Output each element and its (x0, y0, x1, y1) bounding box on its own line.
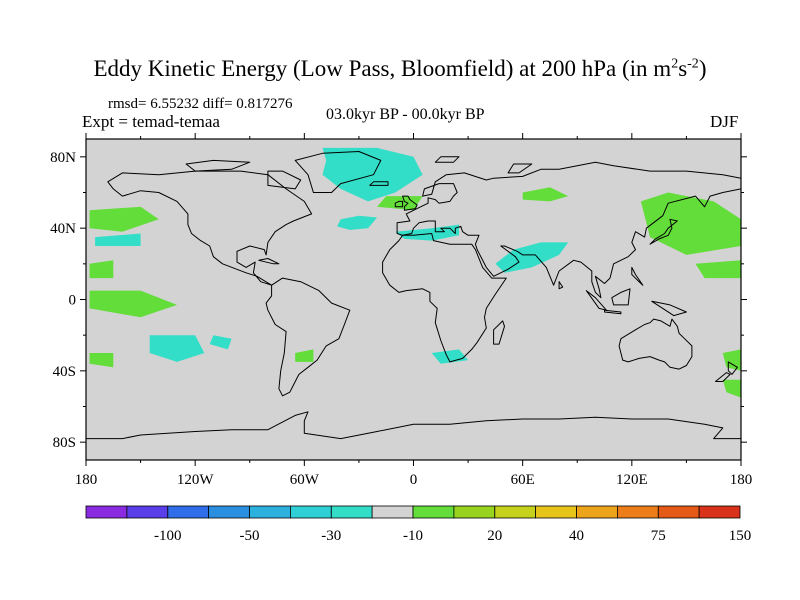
map-background (86, 139, 741, 460)
colorbar-box (126, 505, 169, 519)
coastline-japan (649, 218, 678, 245)
colorbar-box (535, 505, 577, 519)
coastline-antarctica (86, 411, 741, 460)
region-pacific-green-2 (89, 260, 114, 279)
colorbar-box (617, 505, 659, 519)
colorbar-box (657, 505, 700, 519)
colorbar-box (289, 505, 332, 519)
coastline-svalbard (434, 156, 460, 163)
coastline-new-guinea (651, 300, 687, 317)
colorbar-box (576, 505, 618, 519)
colorbar-box (412, 505, 455, 519)
coastline-new-zealand-n (727, 361, 738, 375)
colorbar-label: 75 (651, 528, 666, 544)
coastline-south-america (265, 277, 351, 397)
y-tick-label: 80S (53, 435, 76, 451)
region-mediterranean-green (522, 187, 569, 202)
region-sth-atlantic-green (295, 349, 314, 362)
colorbar: -100 -50 -30 -10 20 40 75 150 (85, 505, 752, 544)
colorbar-label: 20 (487, 528, 502, 544)
map-title: Eddy Kinetic Energy (Low Pass, Bloomfiel… (93, 56, 707, 81)
x-tick-label: 180 (730, 472, 753, 488)
y-tick-label: 80N (50, 150, 76, 166)
colorbar-box (698, 505, 741, 519)
region-north-atlantic-green (377, 196, 423, 211)
x-tick-label: 0 (410, 472, 418, 488)
coastline-sri-lanka (558, 281, 564, 290)
colorbar-label: -50 (240, 528, 260, 544)
coastline-iceland (369, 181, 389, 186)
y-tick-label: 0 (69, 293, 77, 309)
region-pacific-cyan-1 (95, 233, 141, 246)
coastline-java (604, 309, 622, 315)
coastline-baffin (267, 170, 302, 190)
coastline-greenland (294, 151, 382, 193)
region-south-africa-cyan (431, 349, 469, 364)
experiment-label: Expt = temad-temaa (82, 112, 220, 131)
coastline-borneo (611, 288, 631, 306)
x-tick-label: 120E (616, 472, 648, 488)
coastline-australia (618, 318, 693, 370)
region-pacific-cyan-2 (149, 335, 205, 362)
colorbar-box (85, 505, 128, 519)
colorbar-label: -30 (321, 528, 341, 544)
map-plot-area (86, 139, 741, 460)
y-tick-label: 40S (53, 364, 76, 380)
coastline-uk (402, 195, 418, 211)
coastline-philippines (631, 266, 644, 286)
region-sw-pacific-green (722, 349, 741, 371)
colorbar-label: 150 (729, 528, 752, 544)
region-atlantic-mid-cyan (337, 215, 378, 230)
colorbar-box (494, 505, 537, 519)
stats-label: rmsd= 6.55232 diff= 0.817276 (108, 96, 293, 112)
colorbar-box (330, 505, 373, 519)
colorbar-label: -100 (154, 528, 182, 544)
map-axes: 180 120W 60W 0 60E 120E 180 80N 40N 0 40S 80S (50, 133, 752, 488)
coastline-arctic-canada (185, 159, 251, 172)
colorbar-box (371, 505, 414, 519)
colorbar-box (167, 505, 210, 519)
region-pacific-green-3 (89, 290, 177, 318)
colorbar-box (249, 505, 291, 519)
coastline-eurasia (396, 161, 741, 299)
colorbar-label: 40 (569, 528, 584, 544)
x-tick-label: 60E (511, 472, 535, 488)
x-tick-label: 180 (75, 472, 98, 488)
region-pacific-green-4 (695, 260, 741, 279)
region-south-pacific-green (89, 353, 114, 368)
y-tick-label: 40N (50, 221, 76, 237)
colorbar-box (208, 505, 250, 519)
region-pacific-green-1 (89, 206, 159, 232)
coastline-africa (382, 233, 507, 363)
x-tick-label: 120W (177, 472, 215, 488)
period-label: 03.0kyr BP - 00.0kyr BP (326, 106, 485, 123)
region-sw-pacific-green-2 (722, 379, 741, 398)
coastline-cuba (258, 258, 280, 265)
colorbar-label: -10 (403, 528, 423, 544)
x-tick-label: 60W (290, 472, 320, 488)
region-pacific-cyan-3 (209, 335, 232, 350)
season-label: DJF (710, 112, 739, 131)
colorbar-box (453, 505, 496, 519)
coastline-novaya-zemlya (507, 163, 533, 174)
coastline-new-zealand-s (715, 372, 731, 382)
coastline-ireland (394, 200, 404, 208)
coastline-north-america (107, 170, 313, 286)
coastline-madagascar (493, 320, 505, 345)
